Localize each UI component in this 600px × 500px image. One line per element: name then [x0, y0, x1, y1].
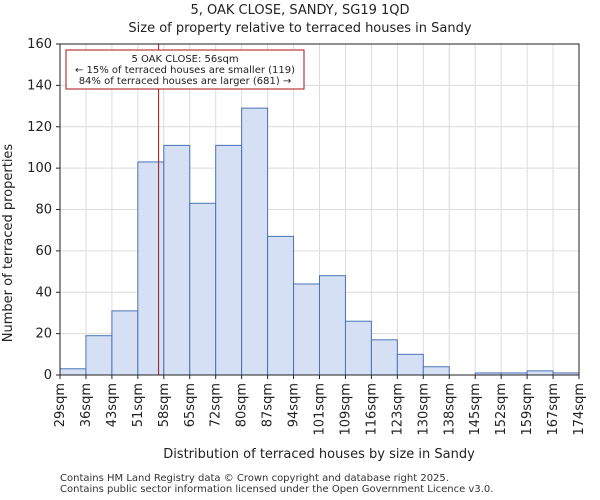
x-tick-label-138sqm: 138sqm — [442, 383, 457, 436]
bars-group — [59, 107, 580, 376]
bar-94sqm — [293, 283, 320, 376]
annotation-frame — [65, 49, 305, 90]
y-tick-label-100: 100 — [27, 161, 52, 176]
x-tick-label-174sqm: 174sqm — [572, 383, 587, 436]
bar-65sqm — [189, 202, 217, 376]
x-tick-label-58sqm: 58sqm — [157, 383, 172, 427]
bar-159sqm — [526, 370, 554, 376]
annotation-line-3: 84% of terraced houses are larger (681) … — [79, 76, 292, 87]
y-tick-label-120: 120 — [27, 120, 52, 135]
chart-title: 5, OAK CLOSE, SANDY, SG19 1QD — [190, 3, 410, 18]
x-tick-label-94sqm: 94sqm — [287, 383, 302, 427]
x-tick-label-29sqm: 29sqm — [53, 383, 68, 427]
x-tick-label-109sqm: 109sqm — [338, 383, 353, 436]
y-tick-label-20: 20 — [35, 327, 52, 342]
x-tick-label-80sqm: 80sqm — [235, 383, 250, 427]
x-tick-label-159sqm: 159sqm — [520, 383, 535, 436]
footer-line-1: Contains HM Land Registry data © Crown c… — [60, 473, 449, 484]
bar-51sqm — [137, 161, 165, 376]
y-tick-label-60: 60 — [35, 244, 52, 259]
x-tick-label-145sqm: 145sqm — [468, 383, 483, 436]
x-axis-label: Distribution of terraced houses by size … — [163, 447, 475, 462]
x-tick-label-43sqm: 43sqm — [105, 383, 120, 427]
x-tick-label-51sqm: 51sqm — [131, 383, 146, 427]
bar-123sqm — [396, 353, 424, 376]
bar-101sqm — [319, 275, 346, 376]
annotation-line-1: 5 OAK CLOSE: 56sqm — [131, 54, 238, 65]
bar-72sqm — [215, 144, 243, 376]
bar-116sqm — [370, 339, 398, 376]
x-tick-label-72sqm: 72sqm — [209, 383, 224, 427]
x-tick-labels: 29sqm 36sqm 43sqm 51sqm 58sqm 65sqm 72sqm 80sqm… — [53, 375, 587, 436]
y-tick-label-40: 40 — [35, 285, 52, 300]
chart-subtitle: Size of property relative to terraced ho… — [128, 21, 472, 36]
bar-130sqm — [422, 366, 450, 376]
annotation-line-2: ← 15% of terraced houses are smaller (11… — [75, 65, 295, 76]
bar-43sqm — [111, 310, 139, 376]
bar-29sqm — [59, 368, 87, 376]
x-tick-label-36sqm: 36sqm — [79, 383, 94, 427]
x-tick-label-152sqm: 152sqm — [494, 383, 509, 436]
bar-80sqm — [241, 107, 269, 376]
x-tick-label-130sqm: 130sqm — [416, 383, 431, 436]
y-tick-label-80: 80 — [35, 203, 52, 218]
y-tick-label-0: 0 — [44, 368, 52, 383]
bar-109sqm — [344, 320, 372, 376]
annotation-box: 5 OAK CLOSE: 56sqm ← 15% of terraced hou… — [65, 49, 305, 90]
y-tick-label-160: 160 — [27, 37, 52, 52]
x-tick-label-116sqm: 116sqm — [364, 383, 379, 436]
bar-58sqm — [163, 144, 191, 376]
x-tick-label-87sqm: 87sqm — [261, 383, 276, 427]
x-tick-label-65sqm: 65sqm — [183, 383, 198, 427]
x-tick-label-101sqm: 101sqm — [313, 383, 328, 436]
y-axis-label: Number of terraced properties — [1, 144, 16, 343]
footer-line-2: Contains public sector information licen… — [60, 484, 494, 495]
bar-36sqm — [85, 335, 113, 376]
y-tick-labels: 0 20 40 60 80 100 120 140 160 — [27, 37, 60, 383]
y-tick-label-140: 140 — [27, 78, 52, 93]
x-tick-label-123sqm: 123sqm — [390, 383, 405, 436]
x-tick-label-167sqm: 167sqm — [546, 383, 561, 436]
bar-87sqm — [267, 235, 295, 376]
